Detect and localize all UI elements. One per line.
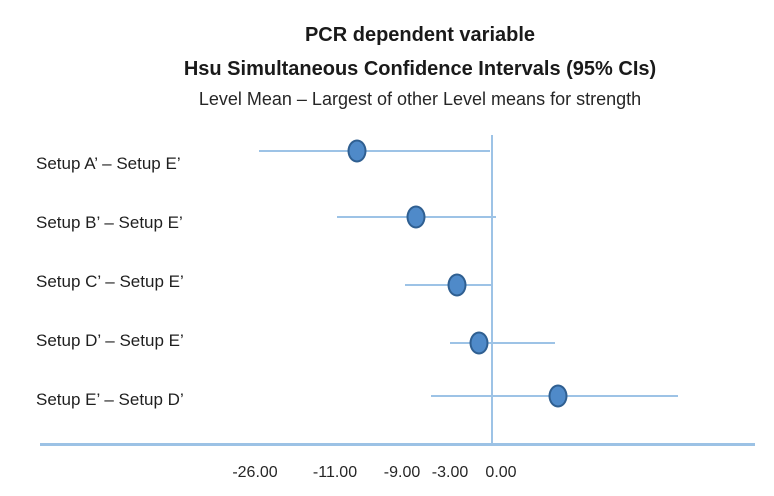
x-axis-line [40, 443, 755, 446]
x-tick-label: 0.00 [485, 464, 517, 481]
category-label: Setup D’ – Setup E’ [36, 331, 184, 350]
chart-caption: Level Mean – Largest of other Level mean… [198, 89, 642, 109]
x-tick-label: -9.00 [383, 464, 421, 481]
point-estimate-dot [469, 331, 489, 355]
chart-title: PCR dependent variable [304, 24, 536, 46]
zero-reference-line [491, 135, 493, 443]
x-tick-label: -26.00 [232, 464, 278, 481]
point-estimate-dot [548, 384, 568, 408]
point-estimate-dot [347, 139, 367, 163]
x-tick-label: -3.00 [431, 464, 469, 481]
category-label: Setup A’ – Setup E’ [36, 154, 181, 173]
point-estimate-dot [447, 273, 467, 297]
x-tick-label: -11.00 [312, 464, 358, 481]
confidence-interval-line [259, 150, 490, 152]
category-label: Setup C’ – Setup E’ [36, 272, 184, 291]
category-label: Setup B’ – Setup E’ [36, 213, 183, 232]
chart-subtitle: Hsu Simultaneous Confidence Intervals (9… [183, 58, 657, 80]
category-label: Setup E’ – Setup D’ [36, 390, 184, 409]
point-estimate-dot [406, 205, 426, 229]
confidence-interval-line [450, 342, 555, 344]
